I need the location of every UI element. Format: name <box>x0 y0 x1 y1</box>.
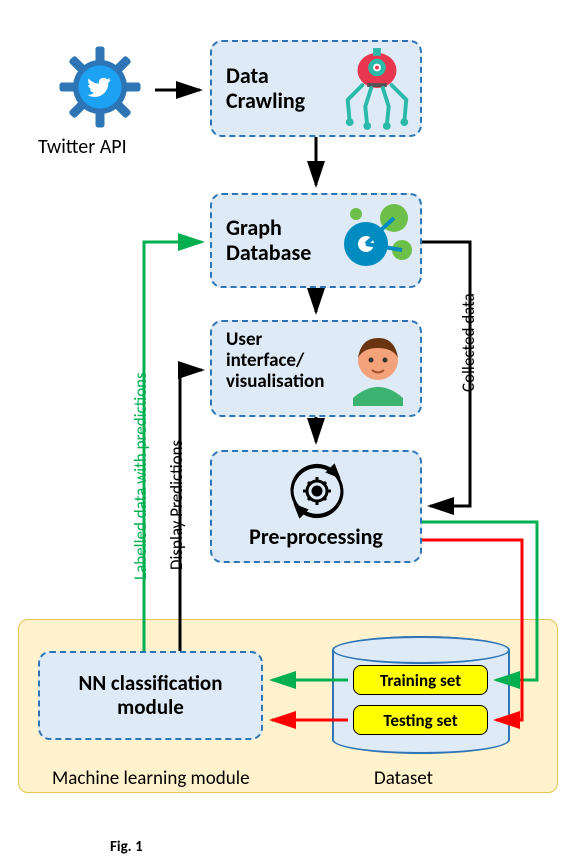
label: Data <box>226 62 269 89</box>
label: Crawling <box>226 87 305 114</box>
gears-cycle-icon <box>280 458 354 524</box>
box-testing-set: Testing set <box>353 705 488 735</box>
ml-module-label: Machine learning module <box>52 767 250 790</box>
edge-label-collected-data: Collected data <box>458 293 479 392</box>
label: Database <box>226 239 311 266</box>
box-nn-classification: NN classification module <box>38 651 263 740</box>
neo4j-graph-icon <box>338 198 418 278</box>
label: Graph <box>226 214 282 241</box>
label: User <box>226 328 262 351</box>
label: interface/ <box>226 349 304 372</box>
label: Testing set <box>383 710 457 731</box>
dataset-label: Dataset <box>374 767 433 790</box>
label: NN classification <box>79 670 223 696</box>
twitter-api-label: Twitter API <box>38 135 127 159</box>
edge-label-labelled-data: Labelled data with predictions <box>130 372 151 580</box>
figure-caption: Fig. 1 <box>110 838 143 856</box>
edge-label-display-predictions: Display Predictions <box>166 440 187 570</box>
label: visualisation <box>226 370 324 393</box>
box-training-set: Training set <box>353 665 488 695</box>
user-face-icon <box>343 328 413 406</box>
label: module <box>117 694 184 720</box>
twitter-gear-icon <box>55 42 145 132</box>
label: Pre-processing <box>249 523 383 550</box>
label: Training set <box>380 670 461 691</box>
dataset-cylinder <box>332 636 510 754</box>
bot-crawler-icon <box>338 46 416 130</box>
